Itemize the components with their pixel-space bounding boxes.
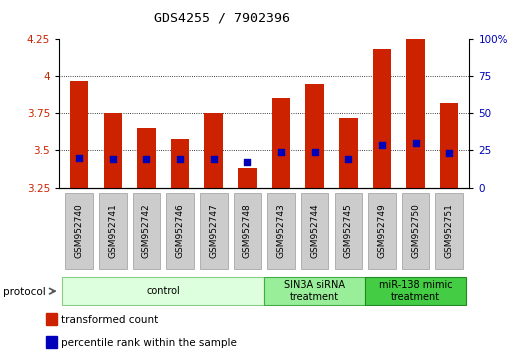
Text: protocol: protocol [3,287,45,297]
FancyBboxPatch shape [233,193,261,269]
Text: GSM952750: GSM952750 [411,204,420,258]
Point [75,155,83,161]
Text: miR-138 mimic
treatment: miR-138 mimic treatment [379,280,452,302]
Text: GSM952747: GSM952747 [209,204,218,258]
Text: GDS4255 / 7902396: GDS4255 / 7902396 [154,12,290,25]
Text: percentile rank within the sample: percentile rank within the sample [62,338,237,348]
Point [445,150,453,156]
Text: GSM952745: GSM952745 [344,204,353,258]
Point [344,156,352,162]
Text: GSM952744: GSM952744 [310,204,319,258]
Bar [137,128,156,188]
Bar [70,81,88,188]
Point [142,156,150,162]
FancyBboxPatch shape [63,277,264,305]
Point [243,160,251,165]
Point [176,156,184,162]
Bar [46,313,57,325]
Bar [171,138,189,188]
Text: GSM952749: GSM952749 [378,204,386,258]
FancyBboxPatch shape [334,193,362,269]
Bar [104,113,122,188]
FancyBboxPatch shape [301,193,328,269]
Bar [406,39,425,188]
FancyBboxPatch shape [65,193,93,269]
FancyBboxPatch shape [99,193,127,269]
Point [378,142,386,147]
Point [310,149,319,155]
FancyBboxPatch shape [200,193,228,269]
Point [277,149,285,155]
Text: SIN3A siRNA
treatment: SIN3A siRNA treatment [284,280,345,302]
FancyBboxPatch shape [402,193,429,269]
FancyBboxPatch shape [166,193,194,269]
Bar [305,84,324,188]
Text: GSM952740: GSM952740 [75,204,84,258]
Bar [372,49,391,188]
Point [210,156,218,162]
FancyBboxPatch shape [267,193,295,269]
Text: GSM952751: GSM952751 [445,204,453,258]
FancyBboxPatch shape [368,193,396,269]
Text: GSM952746: GSM952746 [175,204,185,258]
Text: GSM952743: GSM952743 [277,204,286,258]
Point [109,156,117,162]
Bar [46,336,57,348]
Bar [238,168,256,188]
Text: control: control [146,286,180,296]
FancyBboxPatch shape [133,193,160,269]
Text: transformed count: transformed count [62,315,159,325]
Text: GSM952741: GSM952741 [108,204,117,258]
FancyBboxPatch shape [436,193,463,269]
Point [411,140,420,146]
FancyBboxPatch shape [365,277,466,305]
Bar [205,113,223,188]
FancyBboxPatch shape [264,277,365,305]
Text: GSM952748: GSM952748 [243,204,252,258]
Text: GSM952742: GSM952742 [142,204,151,258]
Bar [272,98,290,188]
Bar [440,103,459,188]
Bar [339,118,358,188]
